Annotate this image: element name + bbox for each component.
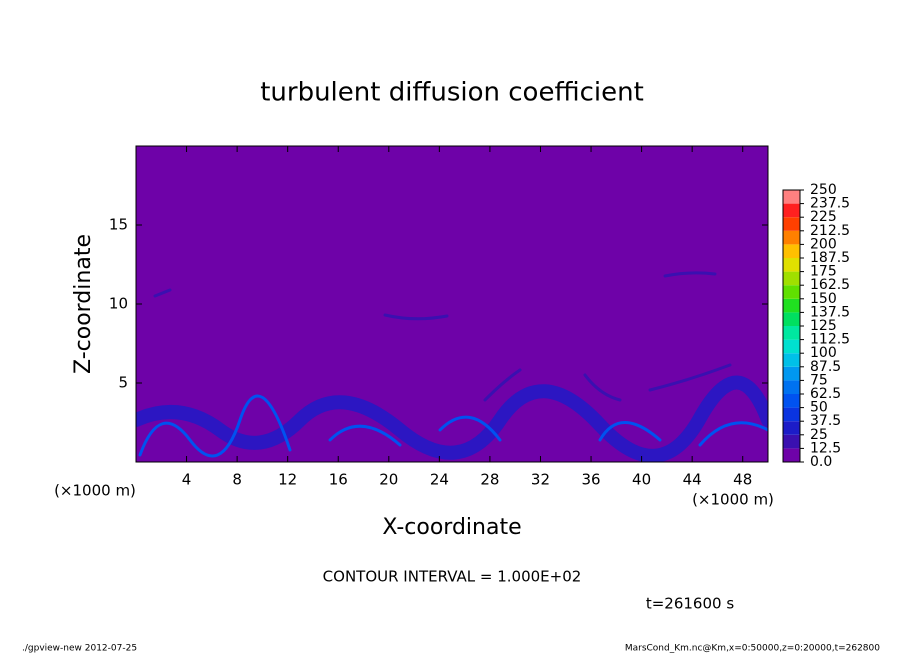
colorbar-swatch — [783, 298, 800, 313]
y-tick-label: 15 — [109, 216, 128, 234]
colorbar-swatch — [783, 407, 800, 422]
x-tick-label: 36 — [581, 471, 600, 489]
colorbar-label: 37.5 — [810, 413, 841, 429]
colorbar-swatch — [783, 366, 800, 381]
colorbar-label: 25 — [810, 427, 828, 443]
x-tick-label: 32 — [531, 471, 550, 489]
x-tick-label: 4 — [182, 471, 192, 489]
colorbar-label: 50 — [810, 400, 828, 416]
colorbar-swatch — [783, 421, 800, 435]
colorbar-swatch — [783, 230, 800, 245]
colorbar-swatch — [783, 271, 800, 286]
colorbar-swatch — [783, 353, 800, 367]
x-tick-label: 12 — [278, 471, 297, 489]
colorbar-swatch — [783, 434, 800, 449]
colorbar-label: 12.5 — [810, 440, 841, 456]
colorbar-swatch — [783, 339, 800, 354]
colorbar-swatch — [783, 190, 800, 204]
colorbar-label: 187.5 — [810, 250, 850, 266]
x-unit: (×1000 m) — [692, 491, 774, 509]
colorbar-label: 100 — [810, 345, 837, 361]
x-tick-label: 40 — [632, 471, 651, 489]
colorbar-label: 62.5 — [810, 386, 841, 402]
y-tick-label: 10 — [109, 295, 128, 313]
colorbar-label: 112.5 — [810, 332, 850, 348]
colorbar-swatch — [783, 217, 800, 231]
colorbar-label: 175 — [810, 264, 837, 280]
colorbar-swatch — [783, 312, 800, 326]
field-texture — [136, 375, 768, 462]
colorbar-label: 162.5 — [810, 277, 850, 293]
field-texture — [136, 271, 768, 462]
x-tick-label: 44 — [683, 471, 702, 489]
y-unit: (×1000 m) — [54, 482, 136, 500]
colorbar-label: 237.5 — [810, 196, 850, 212]
colorbar-label: 200 — [810, 236, 837, 252]
colorbar-label: 150 — [810, 291, 837, 307]
colorbar-swatch — [783, 203, 800, 218]
colorbar-swatch — [783, 394, 800, 408]
footer-left: ./gpview-new 2012-07-25 — [22, 644, 137, 654]
colorbar-label: 137.5 — [810, 304, 850, 320]
x-tick-label: 8 — [232, 471, 242, 489]
x-tick-label: 48 — [733, 471, 752, 489]
colorbar-label: 125 — [810, 318, 837, 334]
contour-field — [136, 146, 768, 462]
colorbar-label: 212.5 — [810, 223, 850, 239]
x-tick-label: 20 — [379, 471, 398, 489]
colorbar-swatch — [783, 380, 800, 394]
x-axis-label: X-coordinate — [382, 515, 521, 540]
colorbar-label: 75 — [810, 372, 828, 388]
x-tick-label: 24 — [430, 471, 449, 489]
y-tick-label: 5 — [118, 374, 128, 392]
chart-title: turbulent diffusion coefficient — [260, 78, 644, 108]
colorbar-swatch — [783, 244, 800, 258]
annotation: CONTOUR INTERVAL = 1.000E+02 — [323, 568, 582, 586]
y-axis-label: Z-coordinate — [71, 234, 96, 374]
field-texture — [138, 394, 768, 458]
annotation: t=261600 s — [646, 595, 734, 613]
plot-area — [136, 146, 768, 462]
colorbar-swatch — [783, 258, 800, 272]
colorbar-label: 250 — [810, 182, 837, 198]
colorbar-label: 87.5 — [810, 359, 841, 375]
field-texture — [153, 271, 732, 402]
colorbar-label: 0.0 — [810, 454, 832, 470]
colorbar-swatch — [783, 448, 800, 462]
x-tick-label: 16 — [329, 471, 348, 489]
colorbar-label: 225 — [810, 209, 837, 225]
colorbar-swatch — [783, 326, 800, 340]
x-tick-label: 28 — [480, 471, 499, 489]
colorbar-swatch — [783, 285, 800, 299]
footer-right: MarsCond_Km.nc@Km,x=0:50000,z=0:20000,t=… — [625, 644, 880, 654]
